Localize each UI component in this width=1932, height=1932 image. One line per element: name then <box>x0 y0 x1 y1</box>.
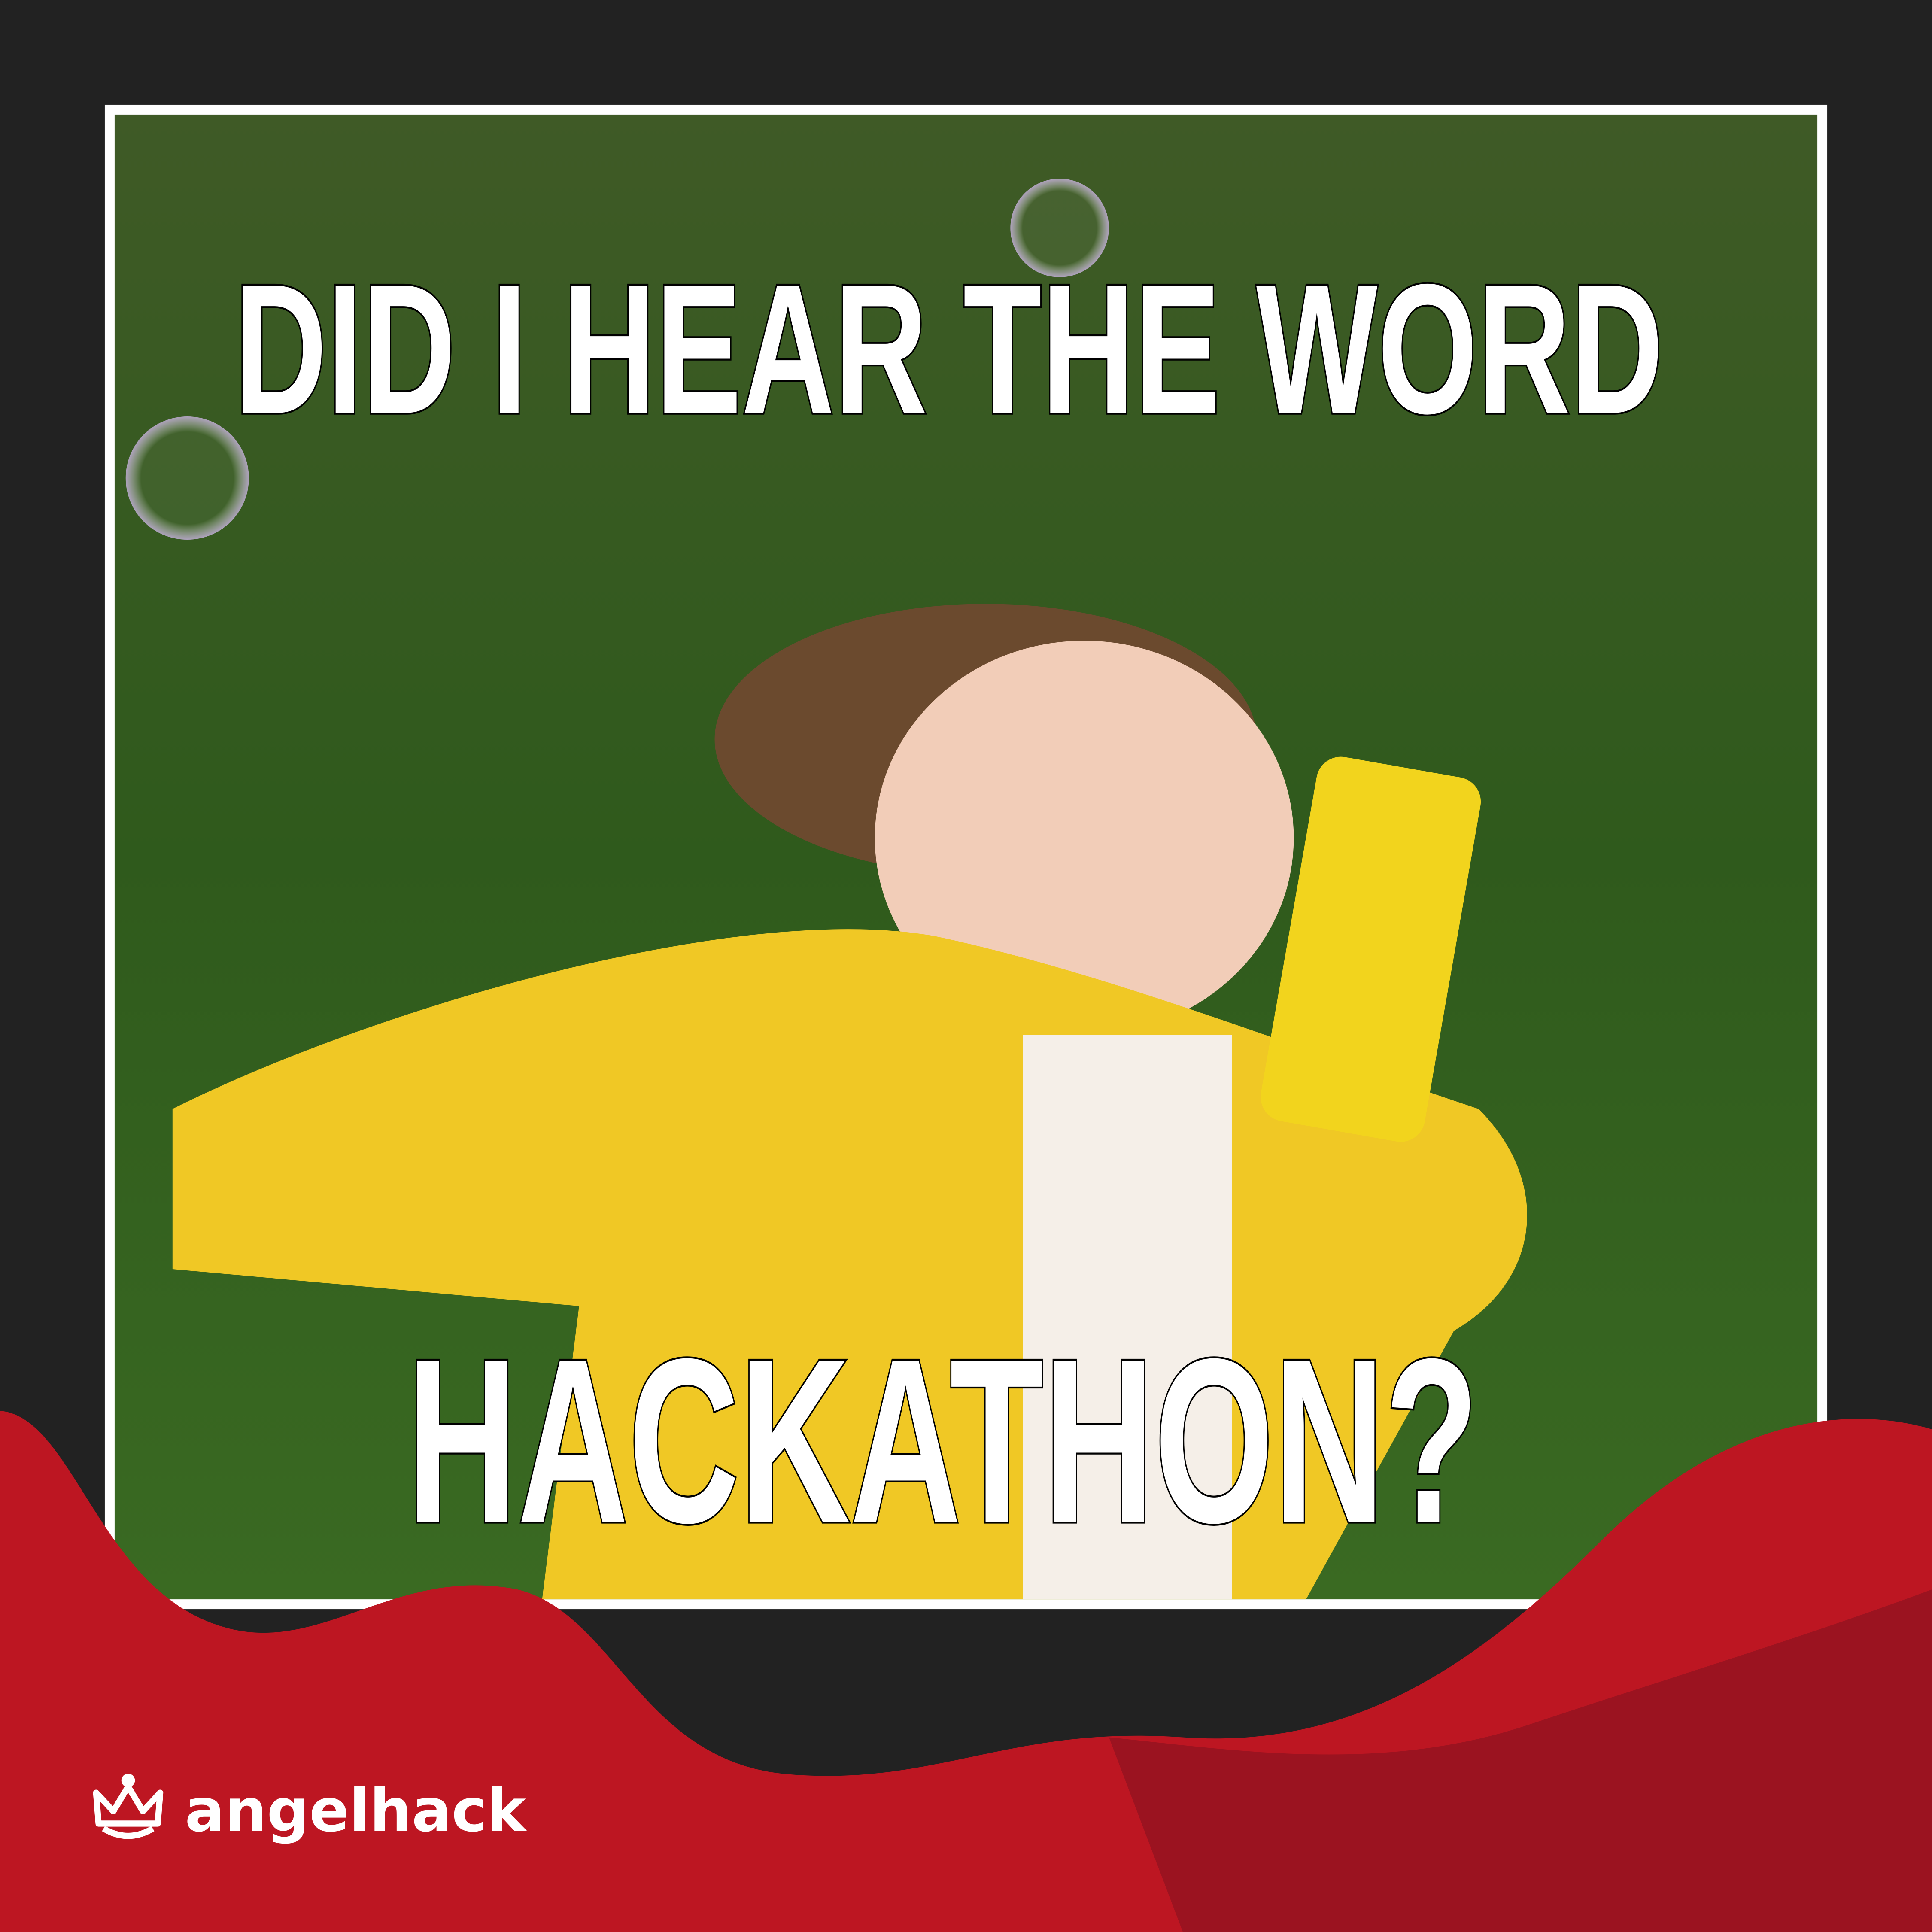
brand-name: angelhack <box>185 1777 527 1845</box>
dark-red-wave <box>1109 1589 1932 1932</box>
bottom-text: HACKATHON? <box>407 1309 1479 1571</box>
photo <box>114 114 1818 1600</box>
top-text: DID I HEAR THE WORD <box>234 246 1663 452</box>
brand-logo <box>93 1774 164 1839</box>
